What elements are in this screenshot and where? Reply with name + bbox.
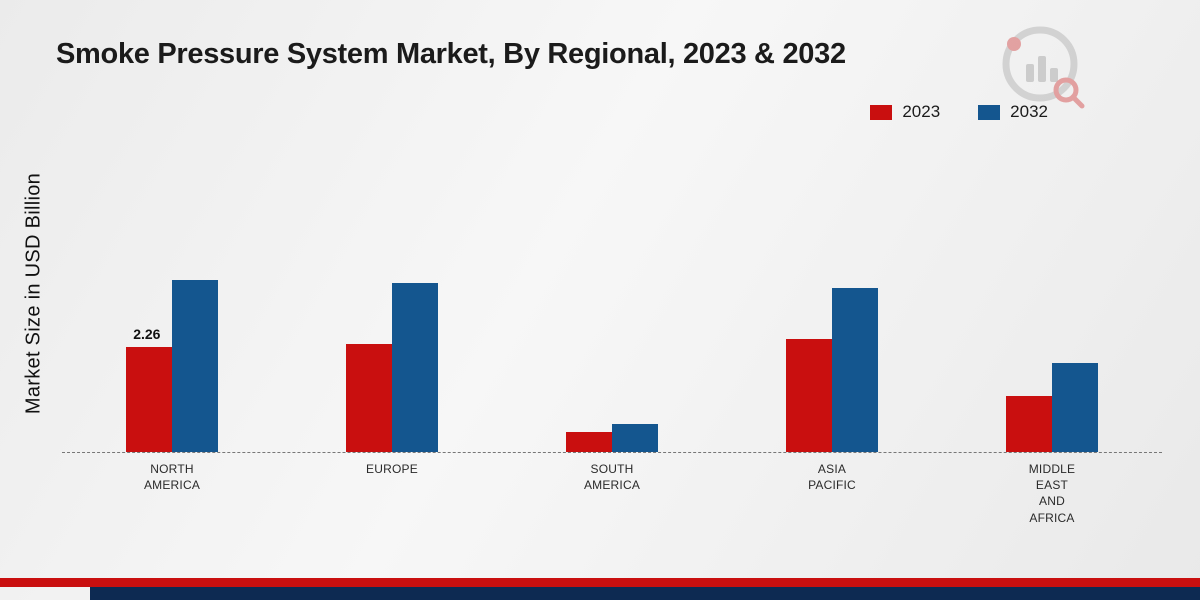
- bar-value-label: 2.26: [133, 325, 161, 342]
- bar-2023[interactable]: [786, 339, 832, 452]
- bar-2023[interactable]: [1006, 395, 1052, 452]
- bar-groups: 2.26 NORTH AMERICA EUROPE SOUTH AMERICA ASIA…: [62, 190, 1162, 526]
- bar-2032[interactable]: [832, 288, 878, 452]
- category-label: NORTH AMERICA: [143, 462, 201, 493]
- bar-pair: [1006, 190, 1098, 452]
- category-label: SOUTH AMERICA: [583, 462, 641, 493]
- category-label: ASIA PACIFIC: [808, 462, 856, 493]
- legend-label: 2023: [902, 102, 941, 121]
- bar-pair: [566, 190, 658, 452]
- legend-swatch-2023: [870, 104, 893, 120]
- bar-pair: [786, 190, 878, 452]
- bar-2023[interactable]: 2.26: [126, 326, 172, 452]
- legend-item-2032[interactable]: 2032: [978, 102, 1048, 122]
- bar-group: MIDDLE EAST AND AFRICA: [942, 190, 1162, 526]
- x-axis-baseline: [62, 452, 1162, 453]
- chart-legend: 2023 2032: [870, 102, 1048, 122]
- category-label: EUROPE: [366, 462, 418, 476]
- bar-2032[interactable]: [612, 424, 658, 452]
- bar-2032[interactable]: [392, 283, 438, 452]
- bar-2023[interactable]: [346, 344, 392, 452]
- y-axis-label: Market Size in USD Billion: [22, 172, 45, 415]
- bar-2032[interactable]: [1052, 362, 1098, 452]
- bar-2023[interactable]: [566, 432, 612, 452]
- bar-pair: [346, 190, 438, 452]
- brand-logo: [1002, 26, 1085, 109]
- bar-group: SOUTH AMERICA: [502, 190, 722, 526]
- footer-navy-strip: [90, 587, 1200, 600]
- bar-2032[interactable]: [172, 279, 218, 452]
- legend-label: 2032: [1010, 102, 1048, 121]
- page-title: Smoke Pressure System Market, By Regiona…: [56, 38, 846, 70]
- bar-chart: 2.26 NORTH AMERICA EUROPE SOUTH AMERICA ASIA…: [62, 190, 1162, 526]
- category-label: MIDDLE EAST AND AFRICA: [1028, 462, 1076, 525]
- legend-swatch-2032: [978, 104, 1001, 120]
- bar-group: 2.26 NORTH AMERICA: [62, 190, 282, 526]
- bar-group: ASIA PACIFIC: [722, 190, 942, 526]
- footer-red-strip: [0, 578, 1200, 587]
- legend-item-2023[interactable]: 2023: [870, 102, 940, 122]
- bar-pair: 2.26: [126, 190, 218, 452]
- bar-group: EUROPE: [282, 190, 502, 526]
